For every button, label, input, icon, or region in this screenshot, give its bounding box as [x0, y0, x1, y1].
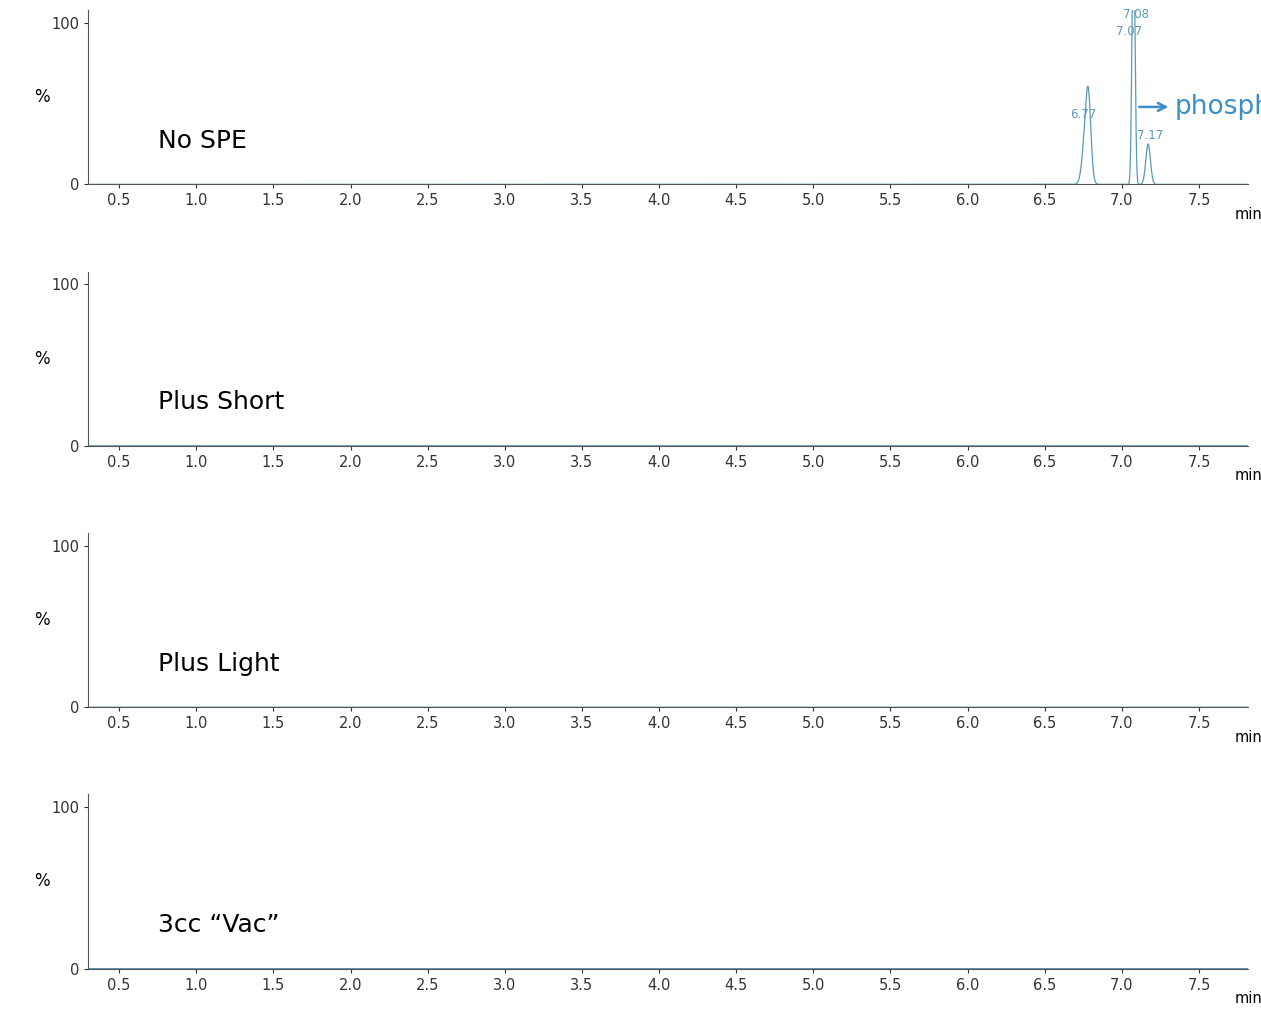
Y-axis label: %: %	[34, 873, 49, 891]
Text: Plus Short: Plus Short	[158, 390, 284, 415]
Text: 6.77: 6.77	[1071, 108, 1097, 121]
Text: 7.17: 7.17	[1136, 129, 1163, 142]
Text: phospholipids: phospholipids	[1174, 94, 1261, 120]
Y-axis label: %: %	[34, 611, 49, 629]
Text: 7.08: 7.08	[1124, 8, 1149, 21]
Text: 7.07: 7.07	[1116, 24, 1142, 37]
Text: Plus Light: Plus Light	[158, 652, 280, 676]
Text: No SPE: No SPE	[158, 129, 247, 152]
Text: min: min	[1235, 730, 1261, 745]
Text: min: min	[1235, 991, 1261, 1006]
Text: min: min	[1235, 468, 1261, 483]
Y-axis label: %: %	[34, 350, 49, 367]
Text: 3cc “Vac”: 3cc “Vac”	[158, 913, 280, 937]
Text: min: min	[1235, 207, 1261, 222]
Y-axis label: %: %	[34, 88, 49, 106]
